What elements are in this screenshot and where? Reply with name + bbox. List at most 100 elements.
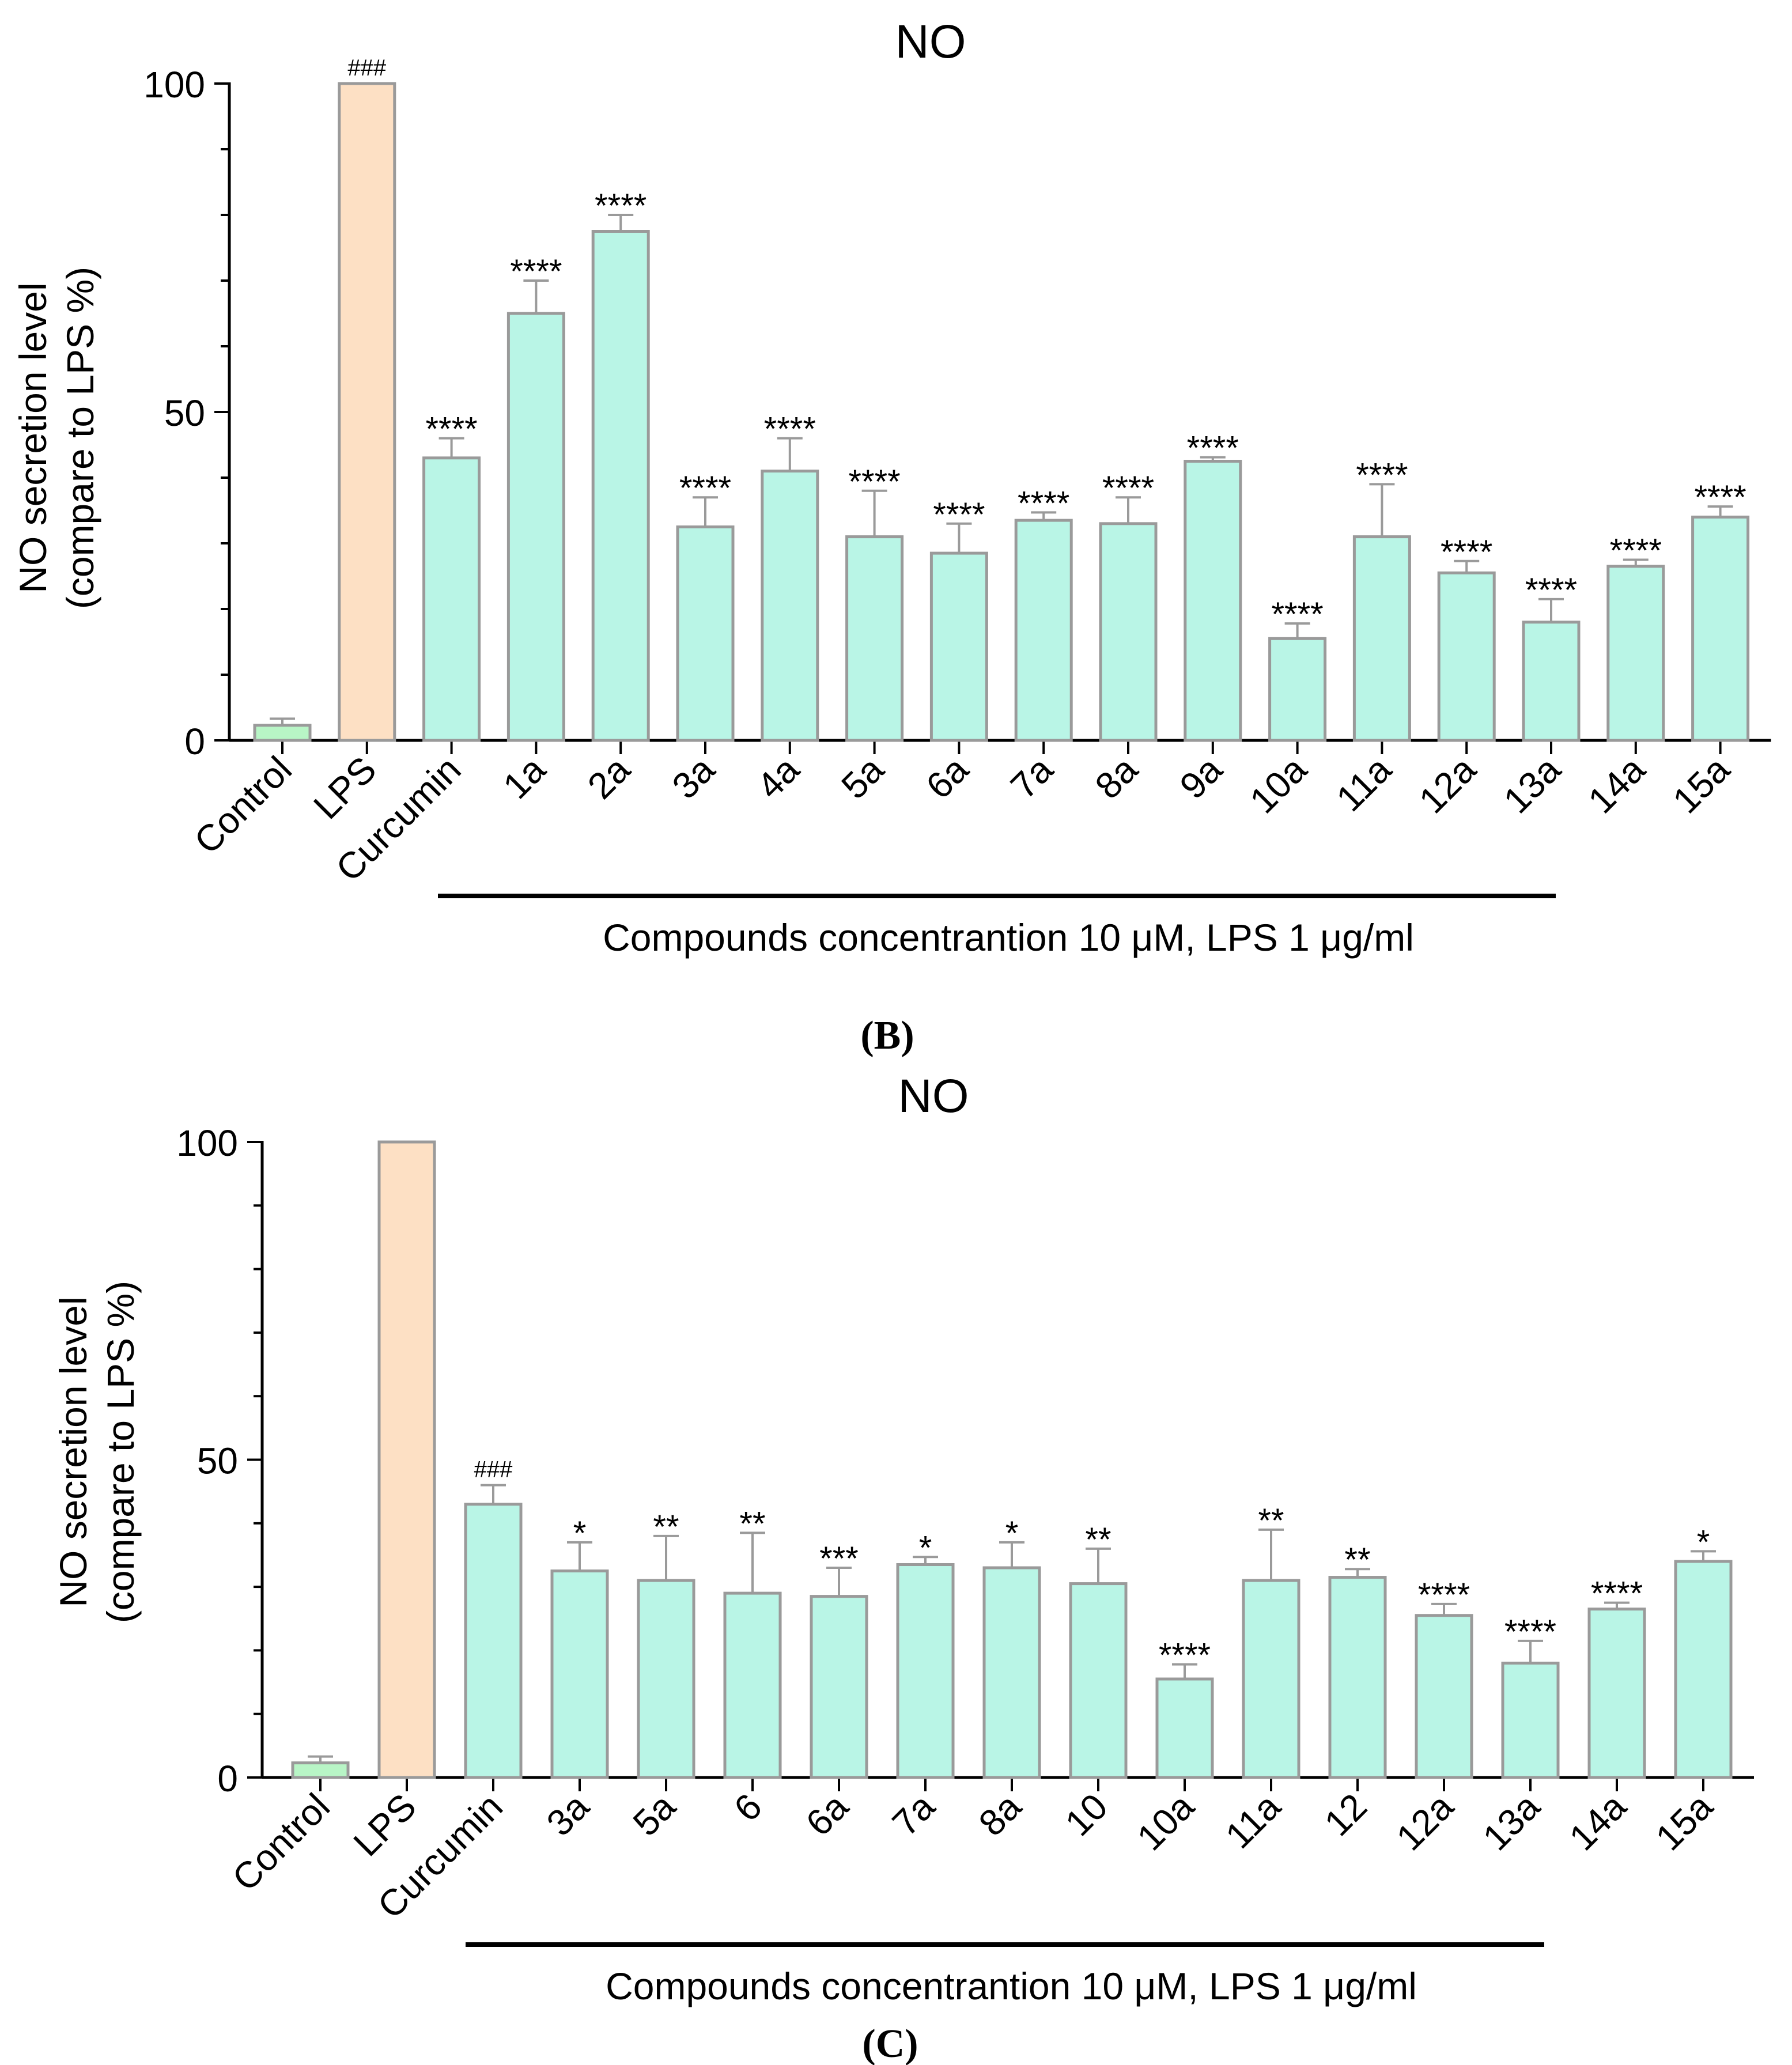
category-label: Control — [224, 1786, 338, 1899]
bar-15a — [1674, 1560, 1733, 1779]
category-label: 3a — [539, 1786, 598, 1844]
category-label: 5a — [833, 748, 892, 807]
bar-15a — [1691, 515, 1750, 742]
bar-13a — [1522, 621, 1581, 742]
bar-3a — [550, 1569, 609, 1779]
category-label: 6a — [798, 1786, 857, 1844]
bar-5a — [845, 535, 904, 742]
chart-title: NO — [895, 16, 966, 68]
category-label: 3a — [664, 748, 723, 807]
category-label: 7a — [1003, 748, 1061, 807]
significance-label: **** — [764, 411, 816, 448]
significance-label: **** — [595, 187, 647, 225]
significance-label: **** — [1187, 430, 1239, 467]
significance-label: * — [1005, 1515, 1019, 1552]
bar-lps — [338, 82, 396, 742]
bar-14a — [1587, 1608, 1646, 1779]
bar-6a — [929, 551, 988, 742]
category-label: 15a — [1647, 1786, 1721, 1859]
bar-12a — [1415, 1614, 1473, 1779]
category-label: 14a — [1580, 748, 1653, 822]
category-label: 6a — [918, 748, 977, 807]
significance-label: **** — [1018, 485, 1069, 522]
category-label: 6 — [726, 1786, 770, 1829]
category-label: 2a — [580, 748, 638, 807]
category-label: 1a — [495, 748, 554, 807]
y-tick-label: 100 — [176, 1122, 238, 1164]
bar-9a — [1184, 460, 1242, 742]
significance-label: * — [919, 1529, 932, 1567]
y-tick-label: 0 — [184, 721, 205, 762]
significance-label: ### — [347, 55, 386, 81]
bar-11a — [1242, 1579, 1300, 1779]
category-label: 8a — [1087, 748, 1146, 807]
significance-label: **** — [1418, 1576, 1470, 1614]
bar-10 — [1069, 1582, 1128, 1779]
significance-label: **** — [1591, 1575, 1643, 1613]
bar-8a — [982, 1566, 1041, 1779]
significance-label: ### — [474, 1457, 513, 1482]
bar-5a — [637, 1579, 695, 1779]
y-axis-label-line1: NO secretion level — [12, 282, 54, 593]
category-label: Control — [186, 748, 300, 862]
significance-label: ** — [1258, 1502, 1284, 1540]
category-label: 7a — [884, 1786, 943, 1844]
bar-6a — [810, 1595, 868, 1779]
significance-label: *** — [819, 1540, 859, 1578]
significance-label: **** — [425, 411, 477, 448]
category-label: 9a — [1171, 748, 1230, 807]
x-axis-label: Compounds concentrantion 10 μM, LPS 1 μg… — [606, 1965, 1417, 2007]
category-label: 15a — [1665, 748, 1738, 822]
significance-label: **** — [848, 463, 900, 501]
significance-label: * — [573, 1515, 587, 1552]
y-tick-label: 100 — [143, 64, 205, 105]
bar-lps — [377, 1140, 436, 1779]
panel-label: (B) — [860, 1013, 914, 1058]
significance-label: ** — [739, 1505, 765, 1542]
category-label: 5a — [625, 1786, 684, 1844]
category-label: 13a — [1495, 748, 1568, 822]
bar-8a — [1099, 522, 1158, 742]
bar-13a — [1501, 1661, 1560, 1779]
significance-label: **** — [1102, 470, 1154, 507]
y-tick-label: 50 — [197, 1440, 238, 1482]
significance-label: **** — [679, 470, 731, 507]
bar-control — [253, 724, 312, 742]
category-label: 13a — [1475, 1786, 1548, 1859]
chart-panel-b: NO NO secretion level (compare to LPS %)… — [12, 16, 1771, 1058]
y-axis-label-line2: (compare to LPS %) — [59, 267, 101, 609]
x-axis-label: Compounds concentrantion 10 μM, LPS 1 μg… — [603, 916, 1414, 959]
category-label: 8a — [971, 1786, 1030, 1844]
panel-label: (C) — [862, 2022, 918, 2065]
bar-12a — [1437, 571, 1496, 742]
category-label: 12 — [1317, 1786, 1375, 1844]
category-label: 14a — [1561, 1786, 1634, 1859]
significance-label: **** — [933, 496, 985, 534]
bar-4a — [761, 470, 819, 742]
bar-10a — [1268, 637, 1327, 742]
bar-2a — [591, 230, 650, 742]
significance-label: **** — [1504, 1613, 1556, 1651]
chart-title: NO — [898, 1070, 969, 1122]
significance-label: **** — [1694, 479, 1746, 516]
y-tick-label: 0 — [217, 1758, 238, 1799]
y-axis-label-line1: NO secretion level — [52, 1296, 94, 1607]
category-label: 4a — [748, 748, 807, 807]
bar-10a — [1155, 1677, 1214, 1779]
bar-3a — [676, 525, 735, 742]
significance-label: **** — [1610, 532, 1662, 570]
significance-label: ** — [1344, 1541, 1370, 1579]
bar-12 — [1328, 1576, 1387, 1779]
category-label: 11a — [1328, 748, 1399, 819]
y-tick-label: 50 — [164, 392, 205, 434]
significance-label: **** — [510, 253, 562, 290]
category-label: 12a — [1388, 1786, 1461, 1859]
bar-6 — [723, 1591, 782, 1779]
bar-control — [291, 1761, 350, 1779]
bar-14a — [1606, 565, 1665, 742]
category-label: 12a — [1411, 748, 1484, 822]
bar-7a — [1014, 519, 1073, 742]
significance-label: ** — [1085, 1521, 1111, 1559]
bar-curcumin — [422, 456, 481, 742]
